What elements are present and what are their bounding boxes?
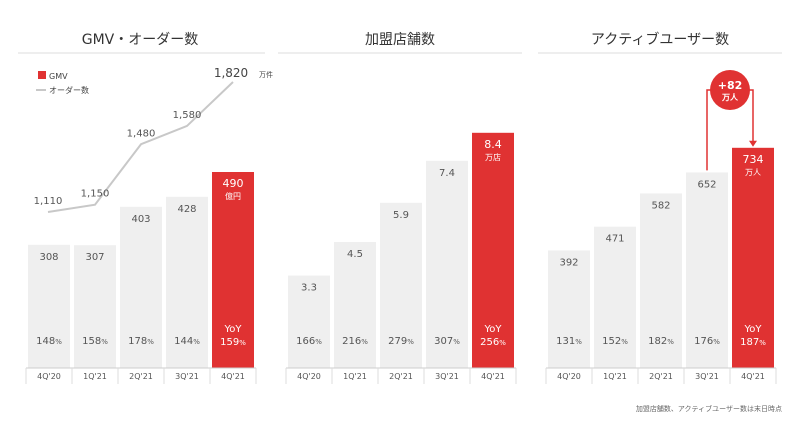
yoy-growth: 131% <box>556 336 582 347</box>
legend-gmv-swatch <box>38 71 46 79</box>
category-tick-label: 4Q'21 <box>481 372 505 381</box>
yoy-growth: 166% <box>296 336 322 347</box>
bar-value-label: 403 <box>131 214 150 225</box>
footnote: 加盟店舗数、アクティブユーザー数は末日時点 <box>635 405 782 413</box>
orders-line <box>47 81 234 213</box>
bar-value-unit: 万店 <box>485 152 501 162</box>
bar <box>74 245 116 368</box>
bar <box>686 172 728 368</box>
category-tick-label: 4Q'20 <box>557 372 581 381</box>
orders-value-unit: 万件 <box>259 70 273 79</box>
bar-value-label: 734 <box>743 153 764 166</box>
callout-arrow-icon <box>749 140 757 147</box>
bar-value-label: 582 <box>651 200 670 211</box>
bar-value-label: 471 <box>605 234 624 245</box>
yoy-growth: 307% <box>434 336 460 347</box>
bar-value-unit: 億円 <box>225 191 241 201</box>
bar-value-label: 3.3 <box>301 283 317 294</box>
orders-value-label: 1,110 <box>34 196 63 207</box>
yoy-growth: 178% <box>128 336 154 347</box>
yoy-growth: 158% <box>82 336 108 347</box>
category-tick-label: 3Q'21 <box>175 372 199 381</box>
bar <box>166 196 208 368</box>
orders-value-label: 1,480 <box>127 128 156 139</box>
yoy-growth: 187% <box>740 337 766 348</box>
yoy-growth: 216% <box>342 336 368 347</box>
bar-value-label: 490 <box>223 177 244 190</box>
bar-value-unit: 万人 <box>745 168 761 177</box>
highlight-bar <box>472 132 514 368</box>
bar <box>426 160 468 368</box>
category-tick-label: 2Q'21 <box>129 372 153 381</box>
category-tick-label: 4Q'20 <box>297 372 321 381</box>
yoy-growth: 144% <box>174 336 200 347</box>
yoy-label: YoY <box>223 324 242 335</box>
category-tick-label: 2Q'21 <box>649 372 673 381</box>
highlight-bar <box>212 172 254 368</box>
yoy-growth: 279% <box>388 336 414 347</box>
category-tick-label: 4Q'21 <box>741 372 765 381</box>
yoy-growth: 159% <box>220 337 246 348</box>
bar <box>334 242 376 368</box>
yoy-growth: 176% <box>694 336 720 347</box>
callout-unit: 万人 <box>721 92 739 102</box>
callout-bubble <box>710 70 750 110</box>
bar <box>640 193 682 368</box>
yoy-label: YoY <box>743 324 762 335</box>
bar <box>548 250 590 368</box>
category-tick-label: 1Q'21 <box>83 372 107 381</box>
legend-gmv-label: GMV <box>49 72 68 81</box>
category-tick-label: 3Q'21 <box>435 372 459 381</box>
bar-value-label: 392 <box>559 257 578 268</box>
bar-value-label: 8.4 <box>484 138 502 151</box>
bar <box>380 202 422 368</box>
bar-value-label: 428 <box>177 204 196 215</box>
category-tick-label: 1Q'21 <box>343 372 367 381</box>
orders-value-label: 1,580 <box>173 110 202 121</box>
yoy-growth: 182% <box>648 336 674 347</box>
bar <box>594 226 636 368</box>
category-tick-label: 3Q'21 <box>695 372 719 381</box>
bar <box>28 244 70 368</box>
yoy-label: YoY <box>483 324 502 335</box>
category-tick-label: 4Q'21 <box>221 372 245 381</box>
legend-orders-label: オーダー数 <box>49 85 89 95</box>
orders-value-label: 1,150 <box>81 189 110 200</box>
yoy-growth: 256% <box>480 337 506 348</box>
yoy-growth: 148% <box>36 336 62 347</box>
bar <box>120 206 162 368</box>
category-tick-label: 1Q'21 <box>603 372 627 381</box>
bar-value-label: 308 <box>39 252 58 263</box>
highlight-bar <box>732 147 774 368</box>
category-tick-label: 4Q'20 <box>37 372 61 381</box>
bar-value-label: 7.4 <box>439 168 455 179</box>
chart-title: 加盟店舗数 <box>365 32 435 48</box>
bar-value-label: 307 <box>85 252 104 263</box>
category-tick-label: 2Q'21 <box>389 372 413 381</box>
chart-title: アクティブユーザー数 <box>591 31 729 48</box>
chart-title: GMV・オーダー数 <box>82 32 199 48</box>
bar-value-label: 4.5 <box>347 249 363 260</box>
bar-value-label: 5.9 <box>393 210 409 221</box>
bar <box>288 275 330 368</box>
orders-value-label: 1,820 <box>214 66 248 80</box>
yoy-growth: 152% <box>602 336 628 347</box>
bar-value-label: 652 <box>697 179 716 190</box>
callout-value: +82 <box>718 79 743 92</box>
